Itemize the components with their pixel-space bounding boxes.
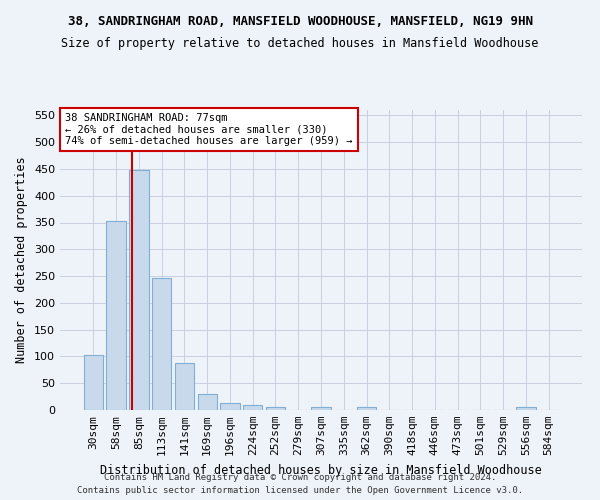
Bar <box>243 405 262 410</box>
Bar <box>106 221 126 410</box>
Bar <box>175 363 194 410</box>
Text: Contains HM Land Registry data © Crown copyright and database right 2024.: Contains HM Land Registry data © Crown c… <box>104 472 496 482</box>
Text: 38, SANDRINGHAM ROAD, MANSFIELD WOODHOUSE, MANSFIELD, NG19 9HN: 38, SANDRINGHAM ROAD, MANSFIELD WOODHOUS… <box>67 15 533 28</box>
Bar <box>516 408 536 410</box>
Text: Size of property relative to detached houses in Mansfield Woodhouse: Size of property relative to detached ho… <box>61 38 539 51</box>
Bar <box>266 408 285 410</box>
Text: 38 SANDRINGHAM ROAD: 77sqm
← 26% of detached houses are smaller (330)
74% of sem: 38 SANDRINGHAM ROAD: 77sqm ← 26% of deta… <box>65 113 353 146</box>
Bar <box>311 408 331 410</box>
Bar <box>197 394 217 410</box>
X-axis label: Distribution of detached houses by size in Mansfield Woodhouse: Distribution of detached houses by size … <box>100 464 542 476</box>
Y-axis label: Number of detached properties: Number of detached properties <box>16 156 28 364</box>
Bar <box>84 355 103 410</box>
Bar <box>152 278 172 410</box>
Bar <box>129 170 149 410</box>
Bar <box>357 408 376 410</box>
Bar <box>220 403 239 410</box>
Text: Contains public sector information licensed under the Open Government Licence v3: Contains public sector information licen… <box>77 486 523 495</box>
